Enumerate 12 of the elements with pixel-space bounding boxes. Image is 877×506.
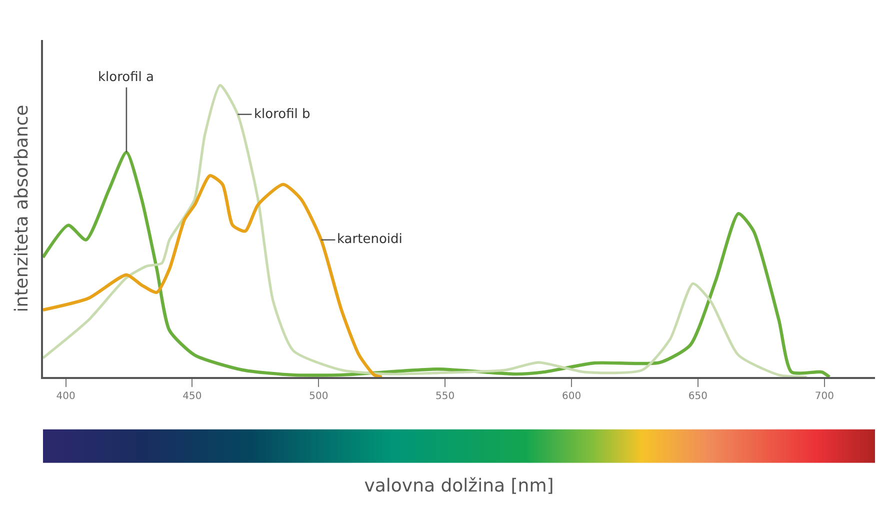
text: klorofil a bbox=[98, 70, 154, 85]
series-label: klorofil b bbox=[254, 107, 310, 122]
x-tick-label: 400 bbox=[56, 391, 76, 402]
x-tick-label: 700 bbox=[814, 391, 834, 402]
x-tick-label: 650 bbox=[688, 391, 708, 402]
x-tick-label: 450 bbox=[182, 391, 202, 402]
y-axis-title: intenziteta absorbance bbox=[12, 104, 33, 312]
series-label: kartenoidi bbox=[337, 232, 402, 247]
x-tick-label: 550 bbox=[436, 391, 455, 402]
x-tick-label: 600 bbox=[562, 391, 582, 402]
x-tick-label: 500 bbox=[309, 391, 328, 402]
x-axis-title: valovna dolžina [nm] bbox=[364, 476, 554, 497]
